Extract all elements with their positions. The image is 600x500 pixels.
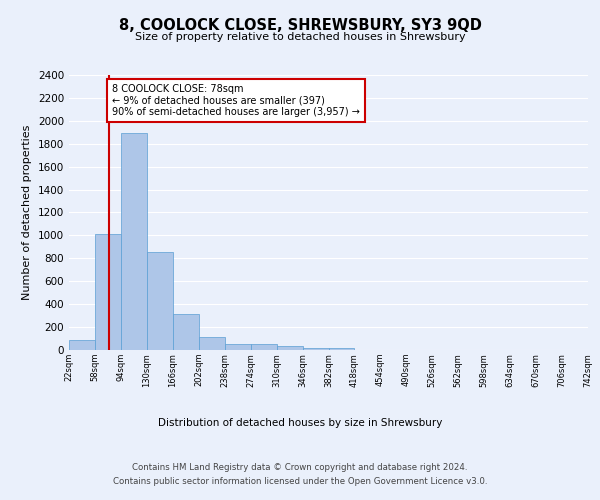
Bar	[329, 348, 355, 350]
Text: 8, COOLOCK CLOSE, SHREWSBURY, SY3 9QD: 8, COOLOCK CLOSE, SHREWSBURY, SY3 9QD	[119, 18, 481, 32]
Y-axis label: Number of detached properties: Number of detached properties	[22, 125, 32, 300]
Text: 8 COOLOCK CLOSE: 78sqm
← 9% of detached houses are smaller (397)
90% of semi-det: 8 COOLOCK CLOSE: 78sqm ← 9% of detached …	[112, 84, 360, 117]
Bar	[147, 252, 173, 350]
Bar	[199, 337, 224, 350]
Bar	[69, 340, 95, 350]
Text: Distribution of detached houses by size in Shrewsbury: Distribution of detached houses by size …	[158, 418, 442, 428]
Text: Size of property relative to detached houses in Shrewsbury: Size of property relative to detached ho…	[134, 32, 466, 42]
Bar	[121, 134, 147, 350]
Text: Contains public sector information licensed under the Open Government Licence v3: Contains public sector information licen…	[113, 476, 487, 486]
Bar	[277, 346, 302, 350]
Text: Contains HM Land Registry data © Crown copyright and database right 2024.: Contains HM Land Registry data © Crown c…	[132, 463, 468, 472]
Bar	[224, 344, 251, 350]
Bar	[95, 234, 121, 350]
Bar	[302, 348, 329, 350]
Bar	[173, 314, 199, 350]
Bar	[251, 344, 277, 350]
